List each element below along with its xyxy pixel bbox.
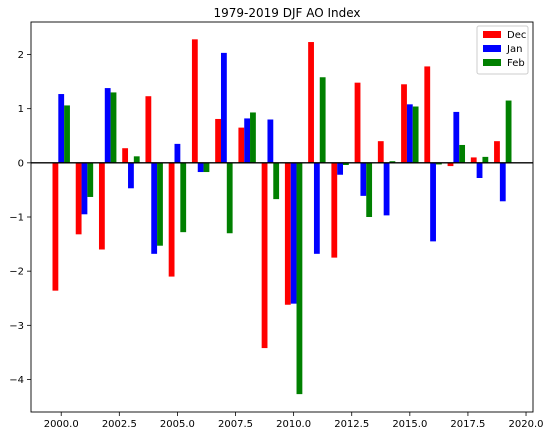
bar-feb-2012 (343, 162, 349, 165)
bar-dec-2011 (308, 42, 314, 163)
bar-dec-2015 (401, 84, 407, 163)
bar-jan-2011 (313, 162, 320, 254)
legend-swatch-dec (483, 31, 501, 38)
legend-label-dec: Dec (507, 30, 526, 41)
x-tick-label: 2002.5 (102, 419, 137, 430)
bar-jan-2002 (104, 88, 111, 163)
bar-feb-2002 (110, 92, 117, 163)
bar-dec-2017 (447, 162, 454, 167)
bar-dec-2019 (494, 141, 500, 163)
y-tick-label: −3 (9, 321, 24, 332)
bar-feb-2001 (87, 162, 94, 197)
x-tick-label: 2017.5 (450, 419, 485, 430)
x-axis: 2000.0 2002.5 2005.0 2007.5 2010.0 2012.5 2015… (44, 412, 544, 430)
bars-group (52, 39, 512, 395)
x-tick-label: 2007.5 (218, 419, 253, 430)
bar-dec-2002 (98, 162, 105, 250)
bar-feb-2004 (157, 162, 163, 246)
x-tick-label: 2005.0 (160, 419, 195, 430)
x-tick-label: 2012.5 (334, 419, 369, 430)
bar-jan-2016 (430, 162, 436, 242)
x-tick-label: 2015.0 (392, 419, 427, 430)
x-tick-label: 2010.0 (276, 419, 311, 430)
bar-jan-2000 (58, 94, 65, 163)
y-tick-label: −1 (9, 213, 24, 224)
x-tick-label: 2020.0 (509, 419, 544, 430)
bar-dec-2003 (122, 148, 129, 163)
bar-dec-2010 (284, 162, 291, 305)
bar-feb-2009 (273, 162, 280, 200)
bar-dec-2018 (470, 157, 477, 163)
bar-feb-2018 (482, 156, 489, 163)
bar-jan-2007 (220, 52, 227, 163)
bar-jan-2005 (174, 143, 181, 163)
chart-title: 1979-2019 DJF AO Index (213, 6, 360, 20)
bar-jan-2015 (406, 104, 413, 163)
bar-feb-2014 (389, 161, 396, 163)
bar-jan-2013 (360, 162, 367, 196)
bar-dec-2000 (52, 162, 59, 291)
bar-feb-2006 (203, 162, 210, 173)
bar-feb-2008 (250, 112, 256, 163)
bar-jan-2010 (290, 162, 297, 304)
bar-dec-2005 (168, 162, 175, 277)
bar-feb-2013 (366, 162, 373, 217)
bar-jan-2006 (197, 162, 204, 173)
legend-label-feb: Feb (507, 58, 525, 69)
bar-jan-2014 (383, 162, 390, 216)
bar-jan-2019 (499, 162, 506, 202)
bar-dec-2009 (261, 162, 268, 349)
bar-jan-2018 (476, 162, 483, 178)
bar-dec-2016 (424, 66, 431, 163)
bar-dec-2004 (145, 96, 152, 163)
bar-jan-2003 (128, 162, 134, 189)
bar-jan-2009 (267, 119, 274, 163)
bar-feb-2011 (319, 77, 326, 163)
bar-feb-2005 (180, 162, 187, 233)
bar-dec-2013 (354, 82, 361, 163)
y-axis: −4 −3 −2 −1 0 1 2 (9, 50, 31, 386)
bar-jan-2001 (81, 162, 88, 215)
bar-jan-2012 (337, 162, 344, 175)
bar-jan-2008 (244, 118, 251, 163)
bar-jan-2017 (453, 111, 460, 163)
y-tick-label: 1 (18, 104, 24, 115)
bar-feb-2016 (435, 162, 442, 165)
y-tick-label: −2 (9, 267, 24, 278)
legend-swatch-jan (483, 45, 501, 52)
y-tick-label: −4 (9, 375, 24, 386)
bar-feb-2017 (459, 144, 466, 163)
legend-swatch-feb (483, 59, 501, 66)
legend: Dec Jan Feb (476, 25, 529, 75)
x-tick-label: 2000.0 (44, 419, 79, 430)
bar-feb-2000 (64, 105, 70, 163)
bar-feb-2010 (296, 162, 303, 395)
bar-dec-2014 (377, 141, 384, 163)
bar-feb-2015 (412, 106, 419, 163)
bar-feb-2003 (133, 156, 140, 163)
bar-dec-2007 (215, 118, 221, 163)
y-tick-label: 2 (18, 50, 24, 61)
legend-label-jan: Jan (506, 44, 522, 55)
bar-jan-2004 (151, 162, 158, 254)
plot-frame (30, 21, 534, 413)
bar-dec-2006 (191, 39, 198, 163)
bar-dec-2008 (238, 127, 245, 163)
y-tick-label: 0 (18, 158, 24, 169)
bar-feb-2007 (226, 162, 233, 234)
bar-dec-2001 (75, 162, 82, 235)
bar-feb-2019 (505, 100, 512, 163)
bar-dec-2012 (331, 162, 338, 258)
